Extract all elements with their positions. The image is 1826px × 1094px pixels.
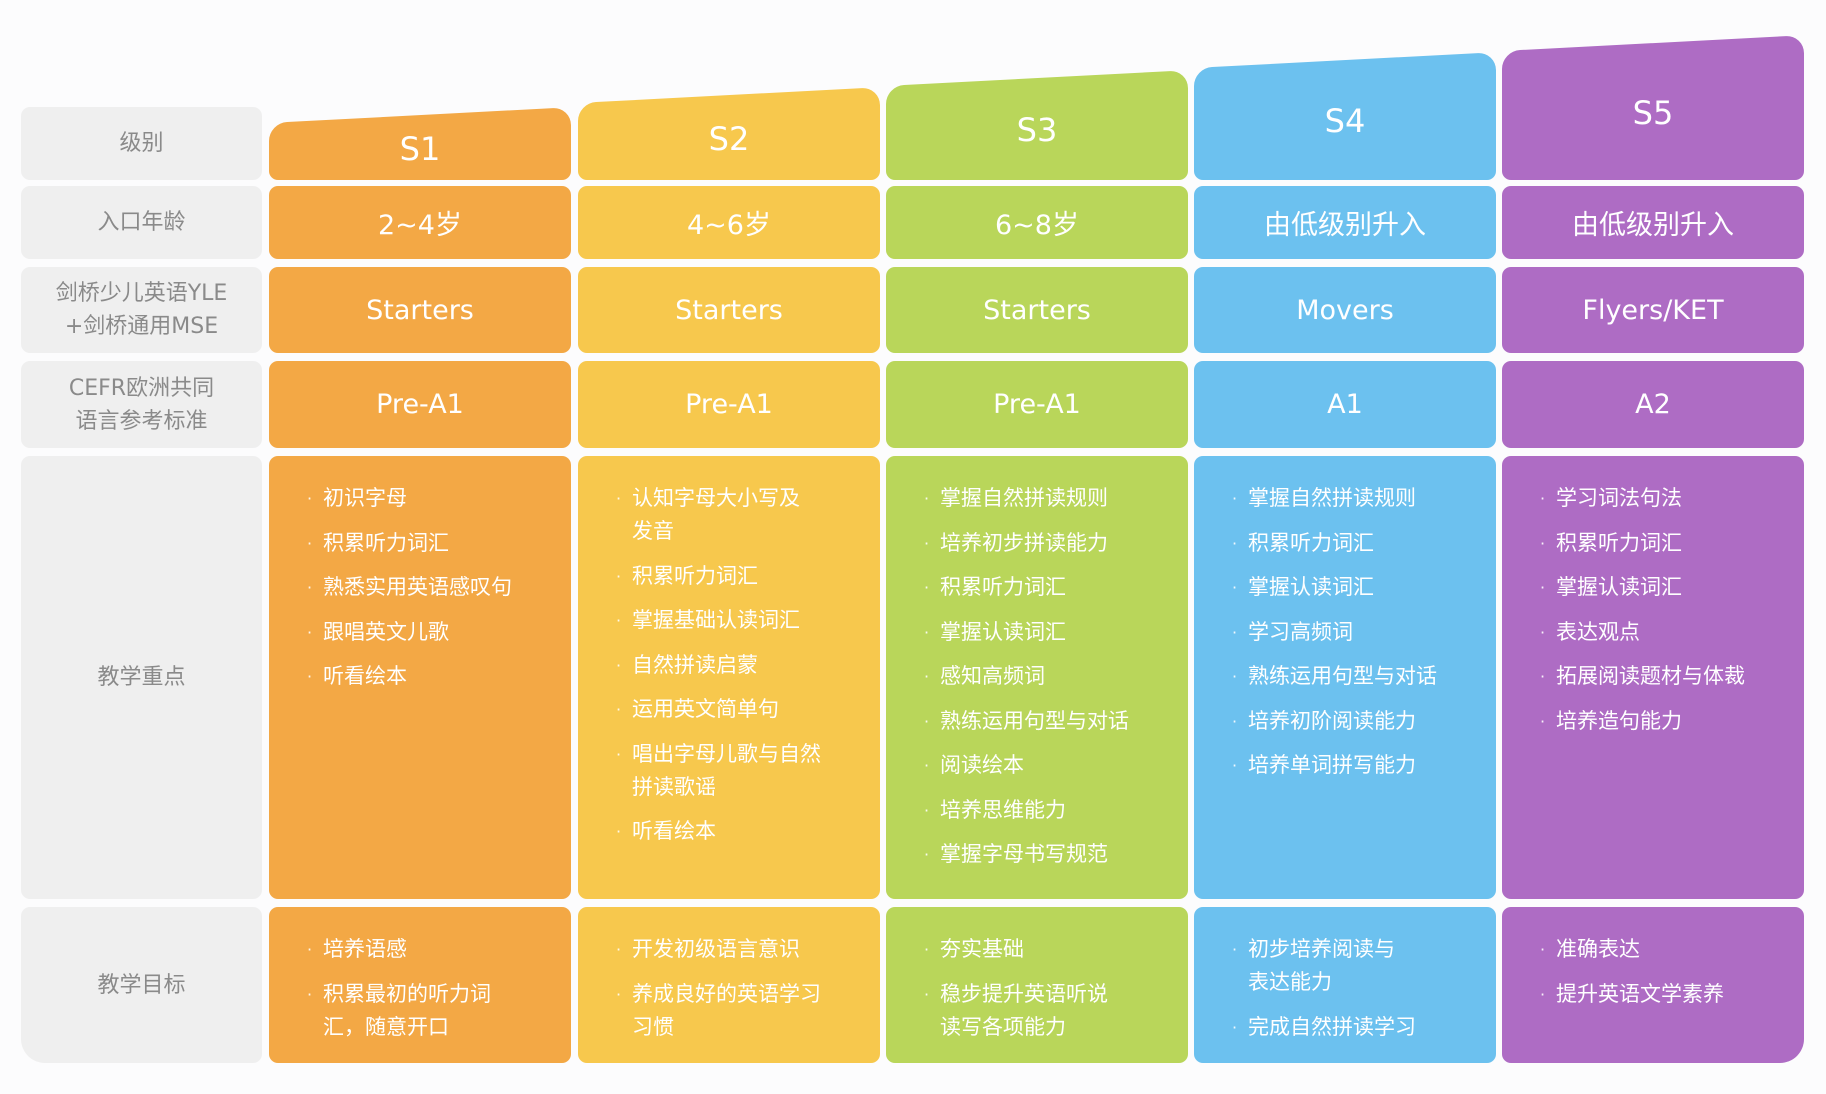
level-header-s3: S3 <box>886 66 1188 180</box>
cambridge-cell: Starters <box>886 267 1188 353</box>
list-item: 学习词法句法 <box>1540 482 1745 515</box>
list-item: 掌握字母书写规范 <box>924 838 1129 871</box>
list-item: 掌握认读词汇 <box>924 616 1129 649</box>
list-item: 积累最初的听力词 汇，随意开口 <box>307 978 491 1044</box>
teaching-focus-cell-list: 学习词法句法积累听力词汇掌握认读词汇表达观点拓展阅读题材与体裁培养造句能力 <box>1540 482 1745 749</box>
cefr-cell: Pre-A1 <box>886 361 1188 448</box>
list-item: 培养思维能力 <box>924 794 1129 827</box>
row-label-goals: 教学目标 <box>21 907 262 1063</box>
list-item: 培养初步拼读能力 <box>924 527 1129 560</box>
teaching-focus-cell-list: 初识字母积累听力词汇熟悉实用英语感叹句跟唱英文儿歌听看绘本 <box>307 482 512 705</box>
entry-age-cell: 6~8岁 <box>886 186 1188 259</box>
teaching-goals-cell-list: 夯实基础稳步提升英语听说 读写各项能力 <box>924 933 1108 1055</box>
row-label-cambridge: 剑桥少儿英语YLE +剑桥通用MSE <box>21 267 262 353</box>
level-header-s2: S2 <box>578 83 880 180</box>
list-item: 掌握认读词汇 <box>1540 571 1745 604</box>
list-item: 培养语感 <box>307 933 491 966</box>
list-item: 完成自然拼读学习 <box>1232 1011 1416 1044</box>
teaching-focus-cell-list: 掌握自然拼读规则积累听力词汇掌握认读词汇学习高频词熟练运用句型与对话培养初阶阅读… <box>1232 482 1437 794</box>
teaching-goals-cell-list: 开发初级语言意识养成良好的英语学习 习惯 <box>616 933 821 1055</box>
list-item: 运用英文简单句 <box>616 693 821 726</box>
teaching-goals-cell-list: 初步培养阅读与 表达能力完成自然拼读学习 <box>1232 933 1416 1055</box>
list-item: 积累听力词汇 <box>1232 527 1437 560</box>
cefr-cell: Pre-A1 <box>269 361 571 448</box>
list-item: 积累听力词汇 <box>307 527 512 560</box>
list-item: 养成良好的英语学习 习惯 <box>616 978 821 1044</box>
teaching-focus-cell-list: 掌握自然拼读规则培养初步拼读能力积累听力词汇掌握认读词汇感知高频词熟练运用句型与… <box>924 482 1129 883</box>
teaching-focus-cell-list: 认知字母大小写及 发音积累听力词汇掌握基础认读词汇自然拼读启蒙运用英文简单句唱出… <box>616 482 821 860</box>
list-item: 唱出字母儿歌与自然 拼读歌谣 <box>616 738 821 804</box>
list-item: 培养造句能力 <box>1540 705 1745 738</box>
row-label-focus: 教学重点 <box>21 456 262 899</box>
list-item: 稳步提升英语听说 读写各项能力 <box>924 978 1108 1044</box>
teaching-goals-cell-list: 培养语感积累最初的听力词 汇，随意开口 <box>307 933 491 1055</box>
entry-age-cell: 由低级别升入 <box>1502 186 1804 259</box>
list-item: 积累听力词汇 <box>924 571 1129 604</box>
list-item: 初步培养阅读与 表达能力 <box>1232 933 1416 999</box>
level-name: S3 <box>1016 111 1058 149</box>
level-name: S4 <box>1324 102 1366 140</box>
list-item: 跟唱英文儿歌 <box>307 616 512 649</box>
list-item: 感知高频词 <box>924 660 1129 693</box>
row-label-cefr: CEFR欧洲共同 语言参考标准 <box>21 361 262 448</box>
list-item: 积累听力词汇 <box>1540 527 1745 560</box>
list-item: 拓展阅读题材与体裁 <box>1540 660 1745 693</box>
list-item: 培养单词拼写能力 <box>1232 749 1437 782</box>
entry-age-cell: 4~6岁 <box>578 186 880 259</box>
cambridge-cell: Starters <box>269 267 571 353</box>
list-item: 自然拼读启蒙 <box>616 649 821 682</box>
level-header-s4: S4 <box>1194 48 1496 180</box>
cambridge-cell: Starters <box>578 267 880 353</box>
cambridge-cell: Flyers/KET <box>1502 267 1804 353</box>
list-item: 阅读绘本 <box>924 749 1129 782</box>
level-header-s1: S1 <box>269 103 571 180</box>
list-item: 提升英语文学素养 <box>1540 978 1724 1011</box>
list-item: 表达观点 <box>1540 616 1745 649</box>
list-item: 夯实基础 <box>924 933 1108 966</box>
list-item: 熟练运用句型与对话 <box>1232 660 1437 693</box>
list-item: 掌握自然拼读规则 <box>924 482 1129 515</box>
list-item: 掌握基础认读词汇 <box>616 604 821 637</box>
list-item: 开发初级语言意识 <box>616 933 821 966</box>
list-item: 积累听力词汇 <box>616 560 821 593</box>
cefr-cell: Pre-A1 <box>578 361 880 448</box>
list-item: 熟悉实用英语感叹句 <box>307 571 512 604</box>
level-header-s5: S5 <box>1502 31 1804 180</box>
list-item: 听看绘本 <box>307 660 512 693</box>
level-name: S1 <box>399 129 441 168</box>
level-name: S2 <box>708 119 750 158</box>
list-item: 初识字母 <box>307 482 512 515</box>
list-item: 掌握认读词汇 <box>1232 571 1437 604</box>
row-label-level: 级别 <box>21 107 262 180</box>
list-item: 认知字母大小写及 发音 <box>616 482 821 548</box>
cambridge-cell: Movers <box>1194 267 1496 353</box>
list-item: 培养初阶阅读能力 <box>1232 705 1437 738</box>
teaching-goals-cell-list: 准确表达提升英语文学素养 <box>1540 933 1724 1022</box>
row-label-entry-age: 入口年龄 <box>21 186 262 259</box>
entry-age-cell: 2~4岁 <box>269 186 571 259</box>
entry-age-cell: 由低级别升入 <box>1194 186 1496 259</box>
list-item: 学习高频词 <box>1232 616 1437 649</box>
list-item: 准确表达 <box>1540 933 1724 966</box>
level-name: S5 <box>1632 93 1674 132</box>
list-item: 听看绘本 <box>616 815 821 848</box>
cefr-cell: A2 <box>1502 361 1804 448</box>
cefr-cell: A1 <box>1194 361 1496 448</box>
list-item: 熟练运用句型与对话 <box>924 705 1129 738</box>
list-item: 掌握自然拼读规则 <box>1232 482 1437 515</box>
